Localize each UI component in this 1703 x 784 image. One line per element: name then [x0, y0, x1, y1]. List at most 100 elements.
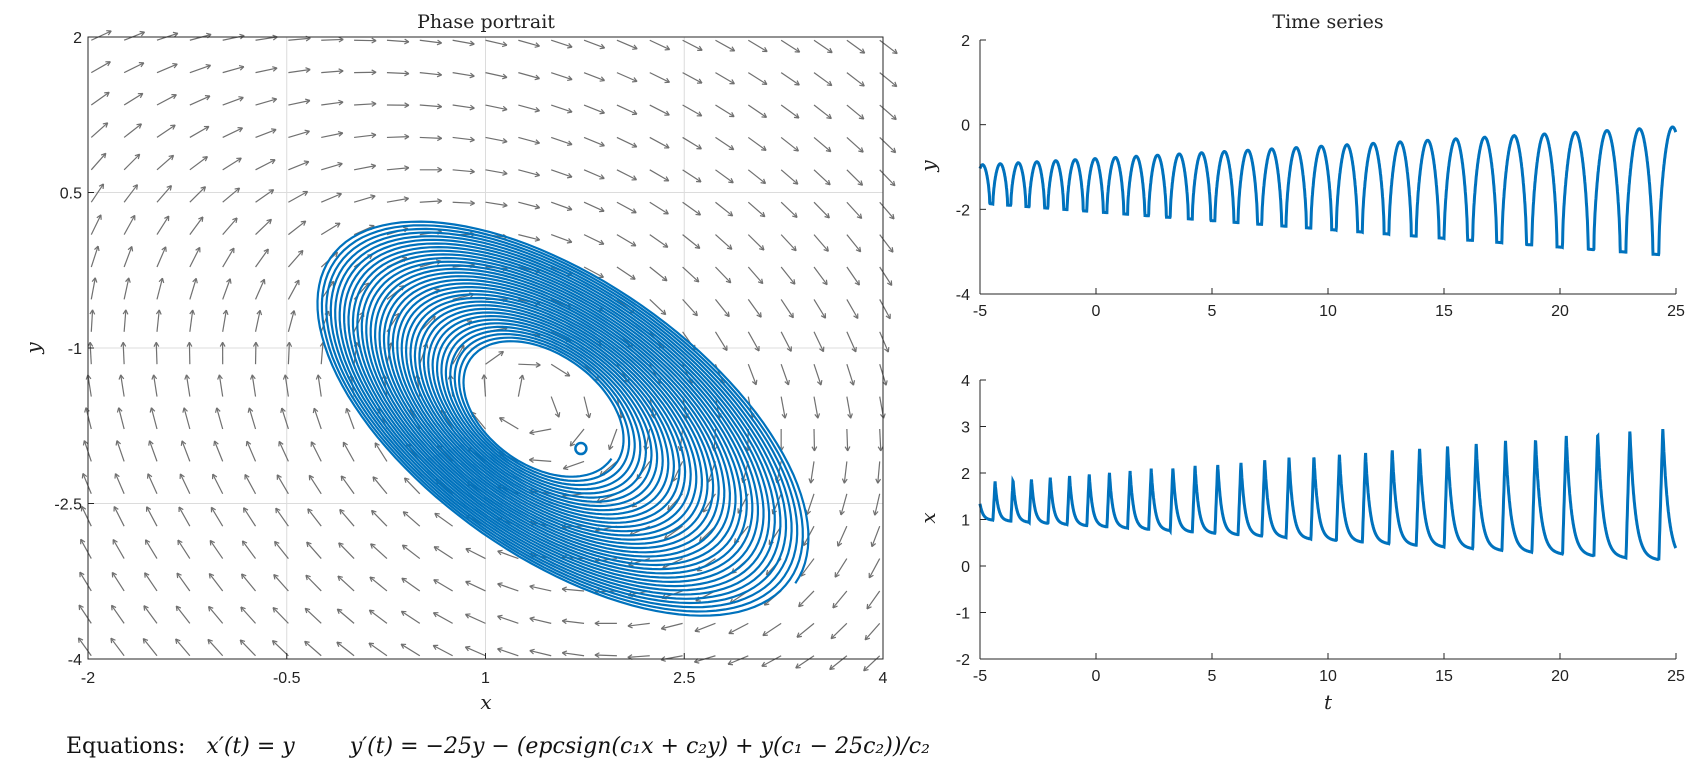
time-series-title: Time series	[1272, 11, 1383, 33]
field-arrow	[879, 266, 893, 286]
field-arrow	[123, 62, 145, 74]
field-arrow	[368, 609, 388, 624]
field-arrow	[682, 169, 702, 183]
field-arrow	[400, 610, 421, 624]
field-arrow	[813, 39, 833, 54]
field-arrow	[123, 92, 144, 106]
field-arrow	[240, 573, 257, 592]
field-arrow	[569, 428, 585, 447]
field-arrow	[271, 639, 289, 657]
field-arrow	[282, 374, 289, 397]
field-arrow	[682, 234, 701, 249]
field-arrow	[222, 64, 245, 74]
field-arrow	[80, 505, 92, 527]
field-arrow	[694, 622, 716, 633]
field-arrow	[208, 572, 224, 592]
field-arrow	[780, 201, 798, 218]
time-series-x-xlabel: t	[1324, 690, 1333, 714]
field-arrow	[616, 169, 638, 181]
ts-y-ytick-label: 2	[961, 33, 970, 50]
field-arrow	[452, 136, 475, 143]
field-arrow	[153, 341, 160, 365]
field-arrow	[177, 539, 191, 559]
field-arrow	[209, 539, 224, 559]
phase-ticks: -2 -0.5 1 2.5 4 -4 -2.5 -1 0.5 2	[54, 30, 887, 687]
ts-x-ytick-label: 3	[961, 420, 970, 437]
field-arrow	[286, 341, 293, 365]
field-arrow	[813, 72, 833, 87]
field-arrow	[747, 72, 768, 86]
field-arrow	[846, 169, 864, 186]
field-arrow	[813, 169, 831, 186]
field-arrow	[91, 30, 112, 41]
time-series-y-axes: -5 0 5 10 15 20 25 -4 -2 0 2	[956, 33, 1685, 320]
field-arrow	[875, 461, 882, 484]
phase-portrait-chart: Phase portrait -2 -0.5 1 2.5 4 -4 -2.5 -1 0.5 2 x…	[21, 11, 898, 714]
field-arrow	[813, 201, 830, 219]
field-arrow	[682, 266, 700, 283]
field-arrow	[419, 39, 442, 46]
phase-xtick-label: 1	[481, 670, 490, 687]
field-arrow	[288, 67, 311, 74]
field-arrow	[452, 168, 475, 175]
ts-x-xtick-label: 5	[1208, 668, 1217, 685]
field-arrow	[123, 123, 143, 138]
field-arrow	[336, 641, 355, 657]
field-arrow	[839, 493, 848, 516]
field-arrow	[879, 396, 886, 419]
field-arrow	[85, 374, 92, 397]
field-arrow	[879, 169, 896, 187]
field-arrow	[321, 192, 342, 203]
field-arrow	[114, 473, 125, 495]
field-arrow	[321, 161, 343, 171]
field-arrow	[386, 38, 410, 45]
field-arrow	[660, 622, 683, 631]
phase-xlabel: x	[480, 690, 491, 714]
field-arrow	[813, 136, 832, 153]
field-arrow	[342, 441, 355, 462]
field-arrow	[808, 461, 815, 484]
field-arrow	[81, 472, 92, 495]
field-arrow	[304, 607, 322, 624]
field-arrow	[321, 36, 344, 43]
field-arrow	[748, 39, 768, 53]
field-arrow	[189, 277, 198, 300]
field-arrow	[846, 72, 865, 87]
field-arrow	[222, 247, 235, 268]
field-arrow	[354, 132, 377, 139]
field-arrow	[276, 474, 289, 495]
field-arrow	[320, 222, 341, 236]
field-arrow	[747, 234, 765, 251]
field-arrow	[551, 39, 573, 49]
field-arrow	[386, 133, 410, 140]
field-arrow	[780, 136, 799, 152]
field-arrow	[649, 104, 670, 116]
field-arrow	[89, 309, 96, 332]
field-arrow	[305, 574, 322, 592]
field-arrow	[288, 129, 310, 139]
field-arrow	[485, 39, 508, 48]
field-arrow	[239, 639, 256, 657]
field-arrow	[90, 152, 107, 171]
field-arrow	[518, 72, 540, 81]
field-arrow	[288, 98, 311, 106]
time-series-x-ylabel: x	[916, 512, 940, 523]
field-arrow	[846, 331, 857, 353]
field-arrow	[222, 217, 238, 236]
field-arrow	[123, 277, 131, 300]
field-arrow	[274, 540, 289, 559]
field-arrow	[241, 540, 257, 559]
field-arrow	[497, 647, 519, 657]
field-arrow	[186, 341, 193, 365]
ts-x-xtick-label: 20	[1551, 668, 1569, 685]
field-arrow	[561, 650, 585, 657]
phase-ytick-label: -1	[68, 341, 82, 358]
field-arrow	[583, 169, 605, 180]
field-arrow	[518, 169, 541, 178]
field-arrow	[123, 30, 146, 41]
equation-y: y′(t) = −25y − (epcsign(c₁x + c₂y) + y(c…	[349, 734, 930, 759]
field-arrow	[780, 169, 799, 185]
field-arrow	[813, 299, 827, 319]
field-arrow	[178, 506, 191, 527]
field-arrow	[780, 39, 801, 53]
